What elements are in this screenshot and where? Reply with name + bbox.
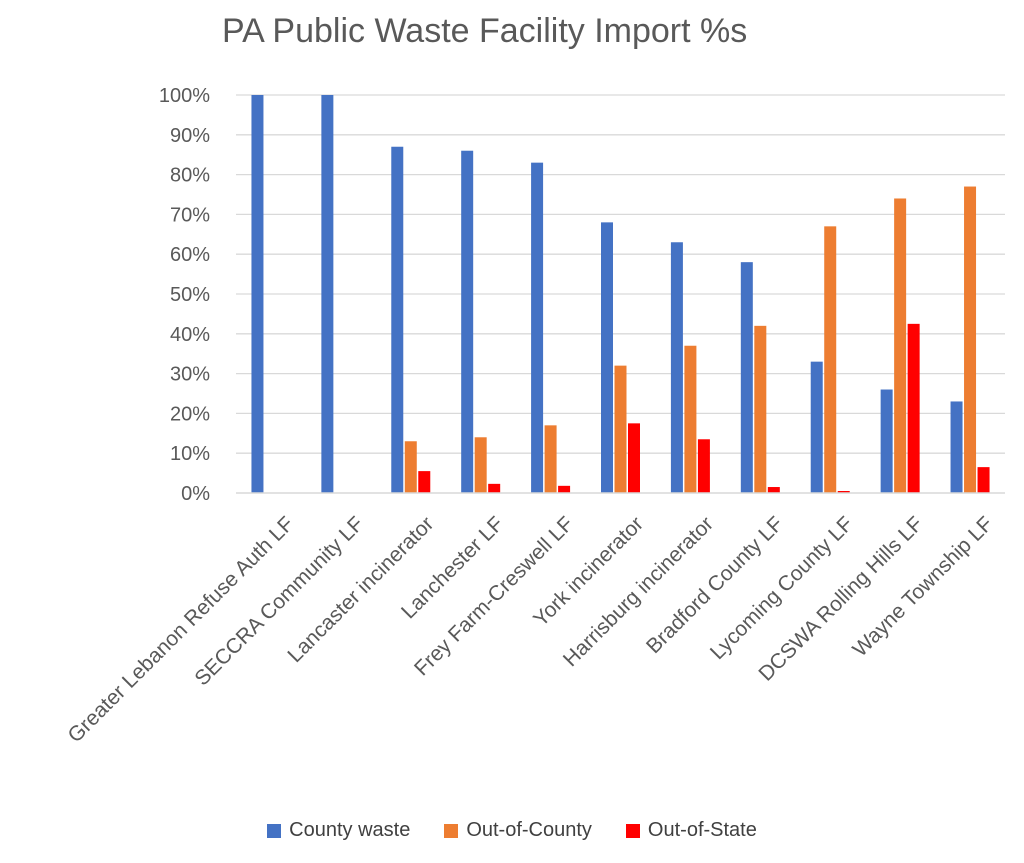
bar-out-of-state <box>907 323 920 493</box>
y-axis-ticks: 0% 10% 20% 30% 40% 50% 60% 70% 80% 90% 100% <box>159 85 210 505</box>
legend-label: Out-of-County <box>466 819 592 841</box>
y-tick-label: 70% <box>170 204 210 226</box>
y-tick-label: 20% <box>170 403 210 425</box>
bar-county-waste <box>321 95 334 493</box>
bar-county-waste <box>670 242 683 493</box>
bar-county-waste <box>880 389 893 493</box>
legend-swatch <box>625 823 640 838</box>
legend-label: Out-of-State <box>647 819 757 841</box>
bar-out-of-county <box>614 365 627 493</box>
bar-county-waste <box>391 146 404 494</box>
x-category-label: Bradford County LF <box>642 512 788 658</box>
bar-out-of-county <box>824 226 837 493</box>
bars <box>251 95 990 494</box>
bar-county-waste <box>251 95 264 493</box>
y-tick-label: 100% <box>159 85 210 107</box>
legend-swatch <box>267 823 282 838</box>
legend-swatch <box>444 823 459 838</box>
bar-out-of-state <box>558 485 571 493</box>
bar-out-of-state <box>767 487 780 493</box>
legend-item: Out-of-County <box>444 819 592 842</box>
chart-title: PA Public Waste Facility Import %s <box>222 12 748 50</box>
bar-out-of-county <box>894 198 907 494</box>
legend-item: Out-of-State <box>625 819 757 842</box>
bar-out-of-state <box>837 491 850 493</box>
bar-out-of-county <box>754 325 767 493</box>
bar-out-of-county <box>964 186 977 494</box>
bar-out-of-state <box>418 471 431 493</box>
y-tick-label: 80% <box>170 165 210 187</box>
bar-out-of-state <box>628 423 640 493</box>
bar-county-waste <box>950 401 963 493</box>
y-tick-label: 90% <box>170 125 210 147</box>
bar-county-waste <box>601 222 613 494</box>
bar-county-waste <box>810 361 823 493</box>
y-tick-label: 30% <box>170 364 210 386</box>
bar-out-of-state <box>697 439 710 493</box>
y-tick-label: 10% <box>170 443 210 465</box>
bar-out-of-county <box>544 425 557 493</box>
legend-label: County waste <box>289 819 411 841</box>
x-category-label: Wayne Township LF <box>848 512 997 661</box>
y-tick-label: 50% <box>170 284 210 306</box>
y-tick-label: 0% <box>181 483 210 505</box>
bar-out-of-state <box>977 467 990 493</box>
bar-county-waste <box>740 262 753 493</box>
bar-county-waste <box>461 150 474 493</box>
bar-out-of-county <box>404 441 417 493</box>
bar-out-of-county <box>684 345 697 493</box>
bar-county-waste <box>531 162 544 493</box>
y-tick-label: 60% <box>170 244 210 266</box>
bar-out-of-state <box>488 483 501 493</box>
bar-out-of-county <box>474 437 487 493</box>
legend-item: County waste <box>267 819 410 842</box>
y-tick-label: 40% <box>170 324 210 346</box>
legend: County waste Out-of-County Out-of-State <box>0 819 1024 842</box>
